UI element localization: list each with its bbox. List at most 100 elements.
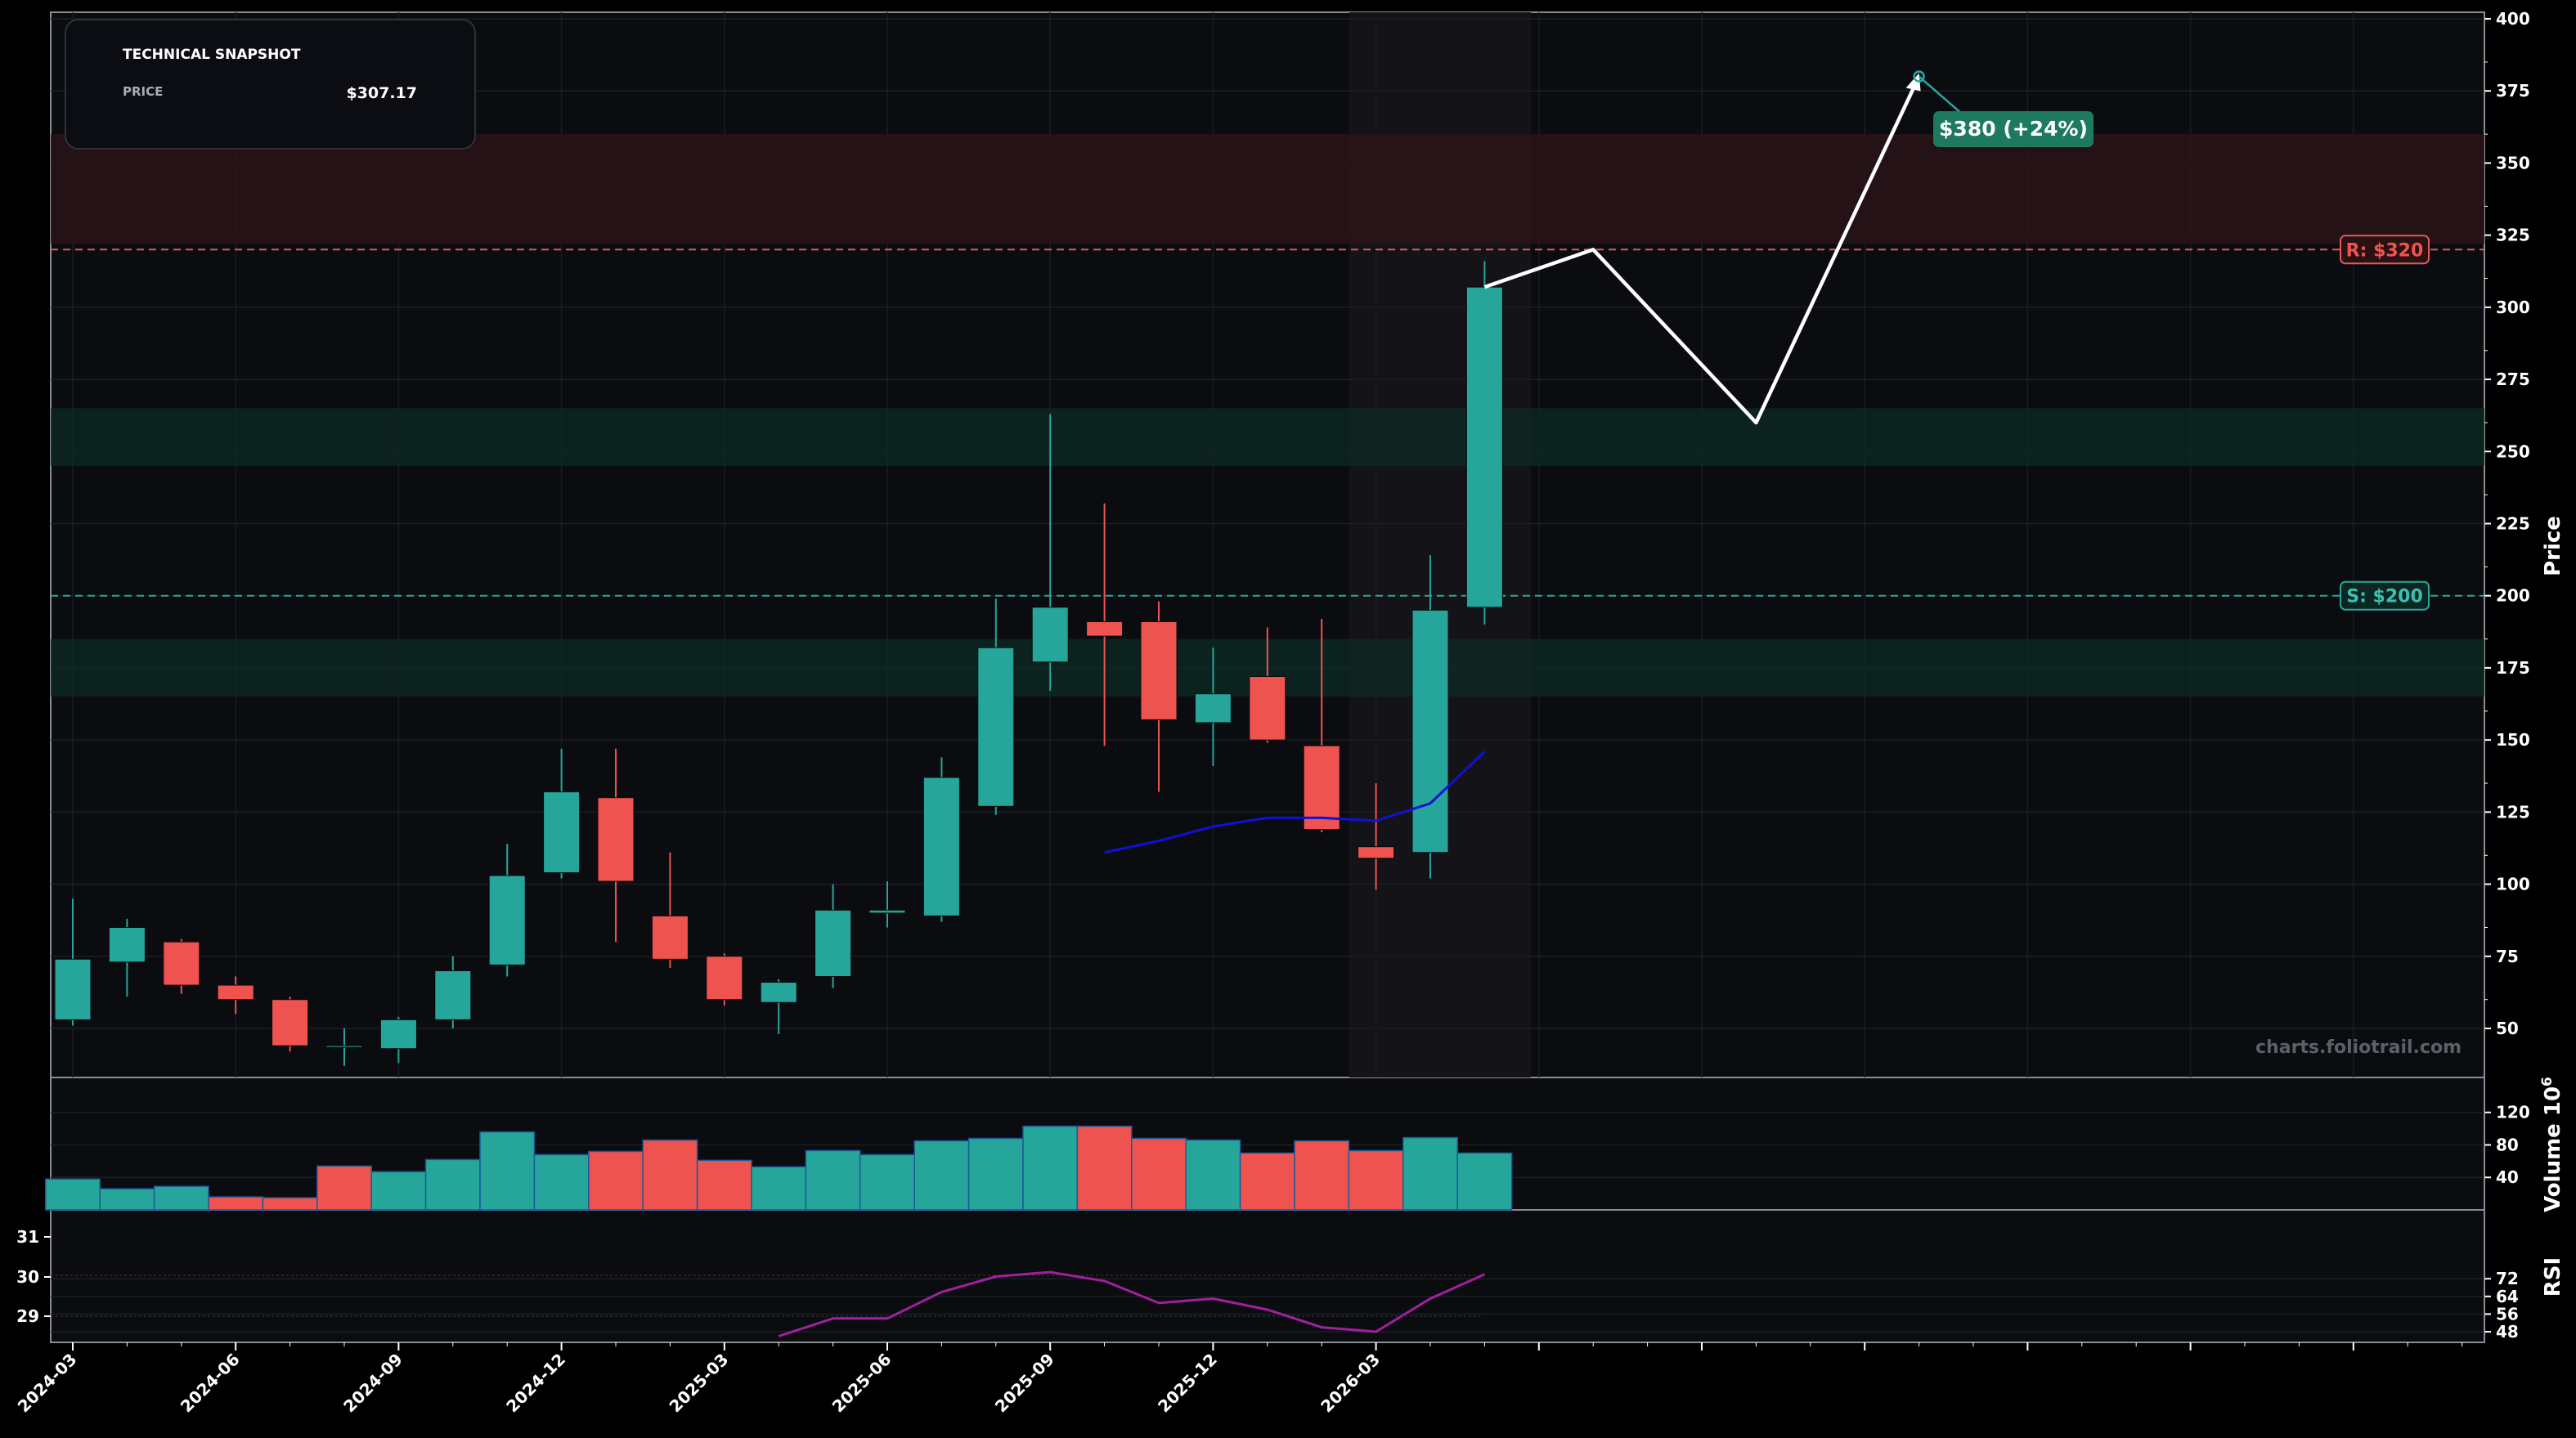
candle-body [760,982,797,1003]
technical-snapshot-panel: TECHNICAL SNAPSHOT PRICE $307.17 [65,19,476,150]
candle-body [434,970,472,1020]
rsi-line [778,1270,1486,1337]
candle-body [1031,607,1069,663]
volume-bar [370,1171,427,1211]
candle [868,881,906,928]
volume-bar [1456,1152,1513,1211]
candle [488,844,526,977]
volume-bar [45,1178,101,1211]
target-label-box [1933,111,2094,147]
price-tick-label: 400 [2496,9,2530,29]
candle-body [815,909,852,977]
volume-bar [1402,1136,1458,1211]
rsi-tick-label: 48 [2496,1322,2519,1342]
candle-body [1465,286,1503,608]
candle [163,939,200,994]
support-label-box [2340,580,2430,611]
time-tick-label: 2025-12 [1154,1350,1221,1417]
candle-body [1411,609,1449,853]
projection-arrowhead [1905,73,1921,92]
resistance-zone [51,134,2484,244]
candle [1358,783,1395,890]
support-label: S: $200 [2346,587,2423,607]
candle-body [1249,676,1286,741]
support-zone [51,408,2484,466]
time-tick-label: 2026-03 [1317,1350,1384,1417]
candle-body [163,941,200,986]
candle [977,598,1015,815]
volume-bar [533,1154,590,1211]
price-tick-label: 50 [2496,1019,2519,1038]
price-tick-label: 325 [2496,226,2530,245]
volume-tick-label: 80 [2496,1135,2519,1154]
price-tick-label: 225 [2496,513,2530,533]
candle [922,757,960,922]
volume-tick-label: 40 [2496,1167,2519,1187]
target-marker [1913,70,1925,83]
time-tick-label: 2024-03 [14,1350,81,1417]
candle-body [108,926,146,963]
candle [1086,503,1124,746]
volume-bar [1294,1140,1350,1211]
candle-body [272,999,309,1046]
price-tick-label: 175 [2496,658,2530,678]
candle-body [706,956,743,1001]
candle [434,956,472,1028]
resistance-label-box [2340,235,2430,265]
candle [706,953,743,1006]
volume-bar [1131,1137,1187,1211]
volume-bar [1076,1125,1133,1211]
candle-body [922,777,960,916]
price-tick-label: 150 [2496,730,2530,750]
candle [1465,261,1503,625]
watermark: charts.foliotrail.com [2255,1037,2462,1058]
candle-body [868,909,906,914]
volume-bar [1348,1149,1404,1211]
rsi-pane [50,1209,2485,1343]
candle [108,918,146,997]
snapshot-title: TECHNICAL SNAPSHOT [123,47,301,63]
price-tick-label: 300 [2496,298,2530,317]
candle-body [325,1045,363,1048]
candle [543,748,581,879]
time-tick-label: 2025-06 [828,1350,895,1417]
price-tick-label: 125 [2496,802,2530,822]
candle [1140,601,1178,792]
volume-bar [913,1140,970,1211]
volume-axis-exponent: 6 [2539,1077,2556,1086]
volume-bar [1022,1125,1079,1211]
candle-body [217,984,254,1001]
candle [1031,414,1069,692]
candle-body [543,791,581,873]
snapshot-price-label: PRICE [123,84,163,99]
price-zones [51,134,2484,697]
time-tick-label: 2024-06 [177,1350,244,1417]
volume-bar [316,1165,372,1211]
candle-body [1358,846,1395,859]
candle-body [379,1019,417,1050]
resistance-label: R: $320 [2346,240,2424,261]
candle-body [1303,745,1340,831]
volume-bar [153,1185,209,1211]
volume-bar [588,1150,644,1211]
candle-body [488,875,526,965]
candle [379,1016,417,1064]
projection-line [1483,75,1921,425]
price-axis-title: Price [2541,516,2565,576]
volume-bar [751,1166,807,1211]
candle [325,1028,363,1066]
candle-body [651,915,689,960]
volume-bar [424,1158,481,1211]
rsi-left-tick-label: 30 [16,1267,39,1287]
candle [597,748,635,943]
projection-path: $380 (+24%) [1483,70,2094,425]
time-tick-label: 2024-12 [502,1350,569,1417]
candle [651,852,689,968]
volume-axis-title: Volume 106 [2539,1077,2565,1212]
candle [815,884,852,988]
rsi-tick-label: 72 [2496,1269,2519,1288]
time-tick-label: 2025-03 [665,1350,732,1417]
candle-body [977,647,1015,807]
candle-body [1086,620,1124,637]
